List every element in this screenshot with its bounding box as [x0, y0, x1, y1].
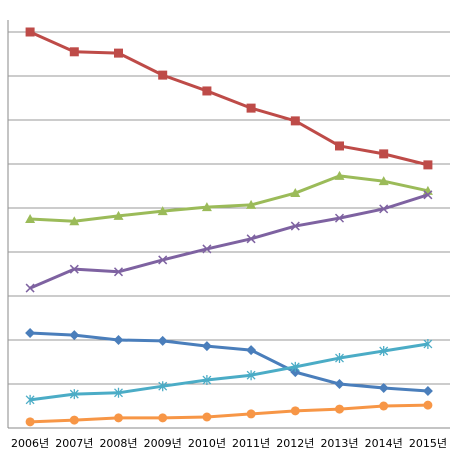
marker: [25, 394, 35, 405]
marker: [379, 346, 389, 356]
marker: [114, 413, 123, 423]
marker: [246, 234, 256, 244]
marker: [113, 210, 124, 220]
x-tick-label: 2006년: [11, 437, 49, 450]
x-tick-label: 2008년: [99, 437, 137, 450]
marker: [157, 206, 168, 216]
marker: [114, 48, 123, 58]
marker: [202, 412, 212, 422]
x-tick-label: 2007년: [55, 437, 93, 450]
marker: [25, 27, 35, 37]
marker: [335, 404, 344, 414]
marker: [290, 406, 300, 416]
marker: [202, 86, 212, 96]
marker: [202, 375, 212, 386]
x-tick-label: 2015년: [409, 437, 447, 450]
marker: [378, 382, 389, 393]
marker: [379, 149, 389, 159]
marker: [423, 400, 433, 410]
marker: [422, 386, 433, 397]
marker: [290, 116, 300, 126]
x-tick-label: 2014년: [365, 437, 403, 450]
marker: [334, 379, 345, 389]
marker: [69, 47, 79, 57]
series-line: [29, 193, 429, 290]
marker: [114, 387, 123, 398]
marker: [246, 103, 256, 113]
marker: [423, 190, 433, 200]
marker: [334, 213, 345, 223]
marker: [246, 199, 257, 209]
marker: [201, 202, 212, 212]
marker: [158, 381, 168, 392]
x-tick-label: 2009년: [144, 437, 182, 450]
marker: [69, 415, 79, 425]
marker: [25, 327, 36, 338]
marker: [25, 417, 35, 427]
series-line: [30, 403, 428, 424]
marker: [202, 244, 212, 254]
marker: [379, 401, 389, 411]
series-line: [29, 342, 429, 402]
marker: [378, 176, 389, 186]
marker: [379, 204, 389, 214]
marker: [290, 188, 301, 198]
series-line: [29, 30, 429, 167]
x-tick-label: 2013년: [320, 437, 358, 450]
marker: [69, 330, 80, 341]
marker: [25, 214, 36, 223]
x-tick-label: 2010년: [188, 437, 226, 450]
marker: [69, 264, 79, 274]
marker: [423, 338, 433, 349]
marker: [335, 141, 344, 151]
marker: [246, 345, 257, 356]
marker: [334, 170, 345, 180]
marker: [201, 341, 212, 352]
series-line: [30, 331, 429, 393]
marker: [246, 409, 256, 419]
marker: [158, 255, 168, 265]
marker: [113, 267, 124, 277]
marker: [69, 216, 80, 226]
series-line: [30, 174, 429, 223]
marker: [25, 283, 35, 293]
marker: [158, 413, 168, 423]
marker: [158, 70, 168, 80]
marker: [113, 335, 124, 345]
marker: [335, 353, 344, 364]
marker: [157, 335, 168, 346]
marker: [69, 389, 79, 400]
marker: [246, 370, 256, 381]
marker: [290, 361, 300, 372]
x-tick-label: 2011년: [232, 437, 270, 450]
x-tick-label: 2012년: [276, 437, 314, 450]
marker: [290, 221, 300, 231]
marker: [423, 160, 433, 170]
